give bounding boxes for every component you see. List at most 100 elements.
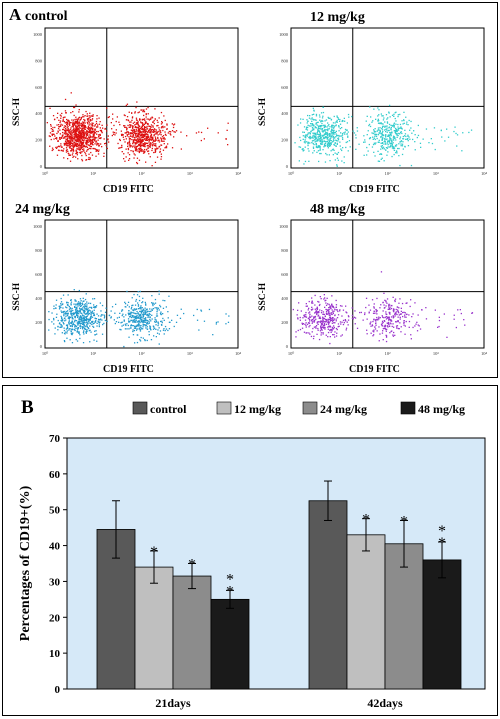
significance-marker: * <box>150 544 158 561</box>
y-tick-label: 800 <box>281 58 289 63</box>
scatter-plot-title: 24 mg/kg <box>15 202 70 217</box>
y-tick-label: 0 <box>286 344 289 349</box>
y-tick-label: 50 <box>49 505 61 517</box>
x-tick-label: 10³ <box>433 171 440 176</box>
significance-marker: * <box>438 523 446 540</box>
x-tick-label: 10⁰ <box>288 171 295 176</box>
bar <box>384 543 424 690</box>
x-tick-label: 10⁴ <box>235 351 242 356</box>
scatter-points <box>46 92 229 167</box>
y-tick-label: 400 <box>35 111 43 116</box>
legend-swatch <box>400 401 416 415</box>
y-tick-label: 0 <box>55 684 61 696</box>
significance-marker: * <box>400 513 408 530</box>
y-tick-label: 1000 <box>33 224 43 229</box>
legend-swatch <box>132 401 148 415</box>
y-axis-label: SSC-H <box>258 282 268 311</box>
bar <box>346 534 386 690</box>
legend: control 12 mg/kg 24 mg/kg 48 mg/kg <box>132 401 465 416</box>
y-tick-label: 1000 <box>279 224 289 229</box>
bar <box>134 566 174 690</box>
scatter-plot-frame <box>290 219 485 349</box>
x-tick-label: 10¹ <box>90 171 97 176</box>
y-tick-label: 600 <box>281 272 289 277</box>
legend-label: 12 mg/kg <box>234 402 281 416</box>
significance-marker: * <box>362 512 370 529</box>
bar <box>422 559 462 690</box>
y-tick-label: 400 <box>281 296 289 301</box>
legend-swatch <box>302 401 318 415</box>
x-tick-label: 10⁴ <box>481 351 488 356</box>
scatter-points <box>292 271 474 345</box>
y-tick-label: 0 <box>40 344 43 349</box>
x-tick-label: 10² <box>139 351 146 356</box>
y-tick-label: 800 <box>35 248 43 253</box>
y-tick-label: 0 <box>286 164 289 169</box>
x-tick-label: 10¹ <box>90 351 97 356</box>
panel-b-label: B <box>21 397 34 418</box>
bar-group-42days: * *** <box>308 480 462 690</box>
scatter-plot-1: control 1000 800 600 400 200 0 10⁰ 10¹ 10² 10³ 10⁴ C… <box>12 9 241 195</box>
x-tick-label: 10⁴ <box>481 171 488 176</box>
x-axis-label: CD19 FITC <box>103 184 154 195</box>
y-tick-label: 400 <box>281 111 289 116</box>
significance-marker: * <box>438 535 446 552</box>
x-tick-label: 10³ <box>433 351 440 356</box>
scatter-plot-2: 12 mg/kg 1000 800 600 400 200 0 10⁰ 10¹ 10² 10³ 10⁴… <box>258 10 487 195</box>
scatter-points <box>48 289 230 348</box>
significance-marker: * <box>188 557 196 574</box>
y-tick-label: 30 <box>49 576 61 588</box>
legend-label: 24 mg/kg <box>320 402 367 416</box>
y-tick-label: 200 <box>35 138 43 143</box>
y-tick-label: 600 <box>281 85 289 90</box>
x-tick-label: 10³ <box>187 351 194 356</box>
scatter-plot-title: control <box>25 9 68 24</box>
y-tick-label: 600 <box>35 85 43 90</box>
x-tick-label: 10² <box>385 171 392 176</box>
significance-marker: * <box>226 571 234 588</box>
y-tick-label: 800 <box>281 248 289 253</box>
y-tick-label: 10 <box>49 648 61 660</box>
y-tick-label: 1000 <box>33 32 43 37</box>
y-tick-label: 200 <box>35 320 43 325</box>
y-tick-label: 1000 <box>279 32 289 37</box>
y-tick-label: 40 <box>49 541 61 553</box>
x-tick-label: 10⁴ <box>235 171 242 176</box>
x-tick-label: 10⁰ <box>42 171 49 176</box>
y-tick-label: 200 <box>281 138 289 143</box>
y-tick-label: 60 <box>49 469 61 481</box>
significance-marker: * <box>226 583 234 600</box>
y-axis-label: SSC-H <box>12 282 22 311</box>
y-tick-label: 200 <box>281 320 289 325</box>
scatter-plot-title: 12 mg/kg <box>310 10 365 25</box>
x-tick-label: 10⁰ <box>42 351 49 356</box>
x-tick-label: 10² <box>385 351 392 356</box>
x-tick-label: 42days <box>367 696 403 710</box>
y-tick-label: 0 <box>40 164 43 169</box>
x-axis-label: CD19 FITC <box>349 184 400 195</box>
bar <box>308 500 348 690</box>
scatter-plot-frame <box>44 27 239 169</box>
y-tick-label: 400 <box>35 296 43 301</box>
x-tick-label: 10³ <box>187 171 194 176</box>
legend-label: control <box>150 402 187 416</box>
scatter-points <box>294 104 473 167</box>
scatter-plot-4: 48 mg/kg 1000 800 600 400 200 0 10⁰ 10¹ 10² 10³ 10⁴… <box>258 202 487 375</box>
bar <box>210 598 250 690</box>
x-tick-label: 10² <box>139 171 146 176</box>
bar-group-21days: **** <box>96 500 250 690</box>
y-tick-label: 600 <box>35 272 43 277</box>
y-axis-label: Percentages of CD19+(%) <box>18 485 33 641</box>
scatter-plot-3: 24 mg/kg 1000 800 600 400 200 0 10⁰ 10¹ 10² 10³ 10⁴… <box>12 202 241 375</box>
panel-a-label: A <box>9 5 22 24</box>
y-tick-label: 70 <box>49 433 61 445</box>
y-axis-label: SSC-H <box>258 97 268 126</box>
x-tick-label: 10¹ <box>336 351 343 356</box>
x-axis-label: CD19 FITC <box>349 364 400 375</box>
y-axis-label: SSC-H <box>12 97 22 126</box>
x-tick-label: 10¹ <box>336 171 343 176</box>
